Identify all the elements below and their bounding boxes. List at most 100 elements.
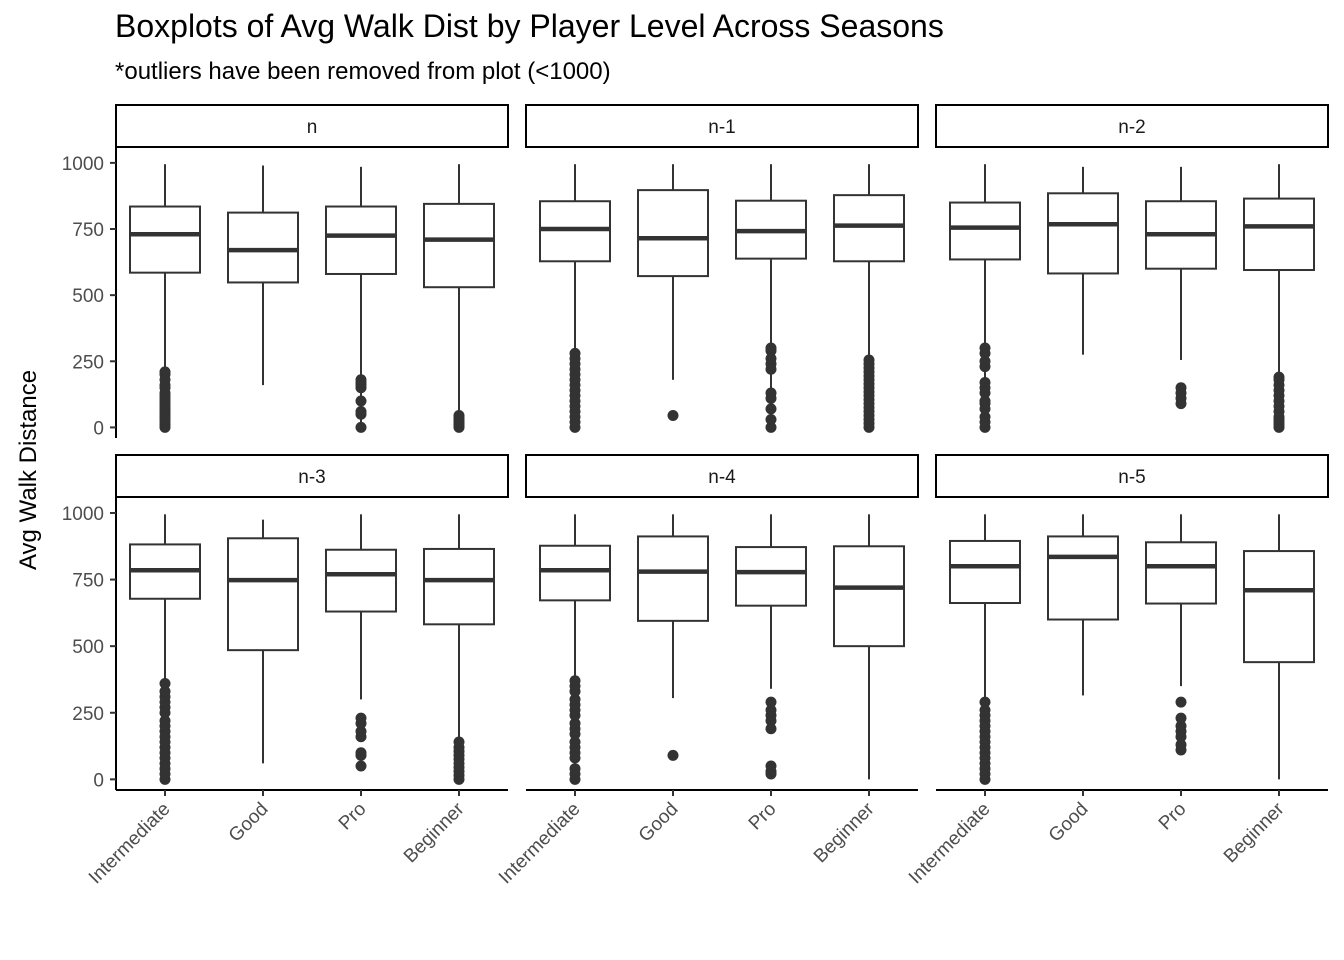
outlier-point bbox=[569, 347, 581, 359]
iqr-box bbox=[1047, 535, 1119, 621]
box-n-5-pro bbox=[1145, 514, 1217, 756]
box-n-4-beginner bbox=[833, 514, 905, 780]
y-tick-label: 250 bbox=[72, 704, 104, 725]
outlier-point bbox=[453, 410, 465, 422]
outlier-point bbox=[355, 421, 367, 433]
outlier-point bbox=[979, 355, 991, 367]
y-tick-label: 500 bbox=[72, 637, 104, 658]
outlier-point bbox=[1175, 712, 1187, 724]
x-tick-label-good: Good bbox=[225, 799, 273, 847]
x-tick-label-good: Good bbox=[1045, 799, 1093, 847]
outlier-point bbox=[765, 704, 777, 716]
facet-strip-label: n-4 bbox=[708, 467, 736, 488]
x-tick-label-beginner: Beginner bbox=[1220, 798, 1289, 867]
outlier-point bbox=[1175, 382, 1187, 394]
box-n-intermediate bbox=[129, 164, 201, 433]
iqr-box bbox=[1243, 197, 1315, 272]
box-n-3-beginner bbox=[423, 514, 495, 785]
box-n-pro bbox=[325, 166, 397, 433]
y-tick-label: 250 bbox=[72, 352, 104, 373]
box-n-4-intermediate bbox=[539, 514, 611, 785]
x-tick-label-beginner: Beginner bbox=[400, 798, 469, 867]
y-tick-label: 1000 bbox=[62, 504, 104, 525]
facet-strip-label: n-5 bbox=[1118, 467, 1145, 488]
box-n-2-pro bbox=[1145, 166, 1217, 410]
outlier-point bbox=[1175, 739, 1187, 751]
outlier-point bbox=[355, 374, 367, 386]
iqr-box bbox=[637, 535, 709, 622]
outlier-point bbox=[765, 421, 777, 433]
outlier-point bbox=[765, 353, 777, 365]
box-n-3-pro bbox=[325, 514, 397, 772]
iqr-box bbox=[833, 545, 905, 648]
outlier-point bbox=[453, 736, 465, 748]
iqr-box bbox=[423, 202, 495, 289]
outlier-point bbox=[1273, 371, 1285, 383]
outlier-point bbox=[765, 760, 777, 772]
iqr-box bbox=[833, 194, 905, 263]
outlier-point bbox=[979, 704, 991, 716]
box-n-1-intermediate bbox=[539, 164, 611, 433]
facet-strip-n-5 bbox=[935, 454, 1329, 498]
x-tick-label-intermediate: Intermediate bbox=[905, 799, 995, 889]
box-n-4-good bbox=[637, 514, 709, 761]
outlier-point bbox=[355, 395, 367, 407]
facet-panel-n: n 0 250 500 750 1000 bbox=[62, 104, 509, 439]
y-tick-label: 1000 bbox=[62, 154, 104, 175]
outlier-point bbox=[979, 696, 991, 708]
x-tick-label-beginner: Beginner bbox=[810, 798, 879, 867]
iqr-box bbox=[325, 205, 397, 275]
facet-strip-label: n bbox=[307, 117, 318, 138]
box-n-2-intermediate bbox=[949, 164, 1021, 433]
x-tick-label-pro: Pro bbox=[335, 799, 371, 835]
outlier-point bbox=[159, 715, 171, 727]
outlier-point bbox=[355, 747, 367, 759]
outlier-point bbox=[355, 760, 367, 772]
box-n-5-good bbox=[1047, 514, 1119, 696]
outlier-point bbox=[979, 395, 991, 407]
iqr-box bbox=[325, 548, 397, 613]
outlier-point bbox=[569, 693, 581, 705]
box-n-good bbox=[227, 165, 299, 386]
facet-strip-n-3 bbox=[115, 454, 509, 498]
outlier-point bbox=[1175, 696, 1187, 708]
chart-subtitle: *outliers have been removed from plot (<… bbox=[115, 58, 611, 85]
box-n-4-pro bbox=[735, 514, 807, 780]
y-tick-label: 0 bbox=[93, 418, 104, 439]
outlier-point bbox=[979, 342, 991, 354]
iqr-box bbox=[735, 546, 807, 607]
outlier-point bbox=[159, 677, 171, 689]
box-n-1-good bbox=[637, 164, 709, 422]
outlier-point bbox=[765, 723, 777, 735]
outlier-point bbox=[159, 366, 171, 378]
outlier-point bbox=[765, 387, 777, 399]
facet-panel-n-4: n-4 Intermediate Good Pro Beginner bbox=[495, 454, 919, 889]
outlier-point bbox=[979, 411, 991, 423]
chart-title: Boxplots of Avg Walk Dist by Player Leve… bbox=[115, 8, 944, 44]
x-tick-label-pro: Pro bbox=[1155, 799, 1191, 835]
facet-strip-label: n-3 bbox=[298, 467, 325, 488]
iqr-box bbox=[949, 201, 1021, 261]
iqr-box bbox=[949, 539, 1021, 605]
box-n-3-good bbox=[227, 519, 299, 764]
box-n-2-good bbox=[1047, 166, 1119, 355]
iqr-box bbox=[637, 189, 709, 278]
outlier-point bbox=[355, 406, 367, 418]
facet-panel-n-3: n-3 0 250 500 750 1000 Intermediate Good Pro Begi… bbox=[62, 454, 509, 889]
iqr-box bbox=[539, 544, 611, 602]
box-n-2-beginner bbox=[1243, 164, 1315, 433]
facet-strip-n-1 bbox=[525, 104, 919, 148]
y-tick-label: 750 bbox=[72, 220, 104, 241]
outlier-point bbox=[569, 736, 581, 748]
iqr-box bbox=[227, 537, 299, 652]
x-tick-label-intermediate: Intermediate bbox=[85, 799, 175, 889]
outlier-point bbox=[355, 725, 367, 737]
outlier-point bbox=[1175, 720, 1187, 732]
outlier-point bbox=[765, 413, 777, 425]
x-tick-label-good: Good bbox=[635, 799, 683, 847]
outlier-point bbox=[863, 354, 875, 366]
facet-strip-label: n-2 bbox=[1118, 117, 1145, 138]
y-tick-label: 0 bbox=[93, 770, 104, 791]
x-tick-label-intermediate: Intermediate bbox=[495, 799, 585, 889]
